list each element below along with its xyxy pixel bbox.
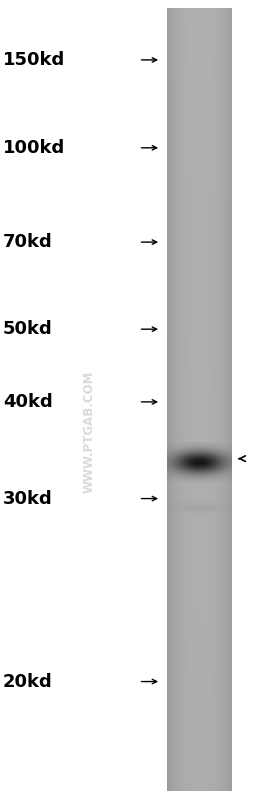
Text: 40kd: 40kd — [3, 393, 53, 411]
Text: WWW.PTGAB.COM: WWW.PTGAB.COM — [83, 370, 96, 493]
Text: 150kd: 150kd — [3, 51, 65, 69]
Text: 100kd: 100kd — [3, 139, 65, 157]
Text: 70kd: 70kd — [3, 233, 53, 251]
Text: 50kd: 50kd — [3, 320, 53, 338]
Text: 20kd: 20kd — [3, 673, 53, 690]
Text: 30kd: 30kd — [3, 490, 53, 507]
